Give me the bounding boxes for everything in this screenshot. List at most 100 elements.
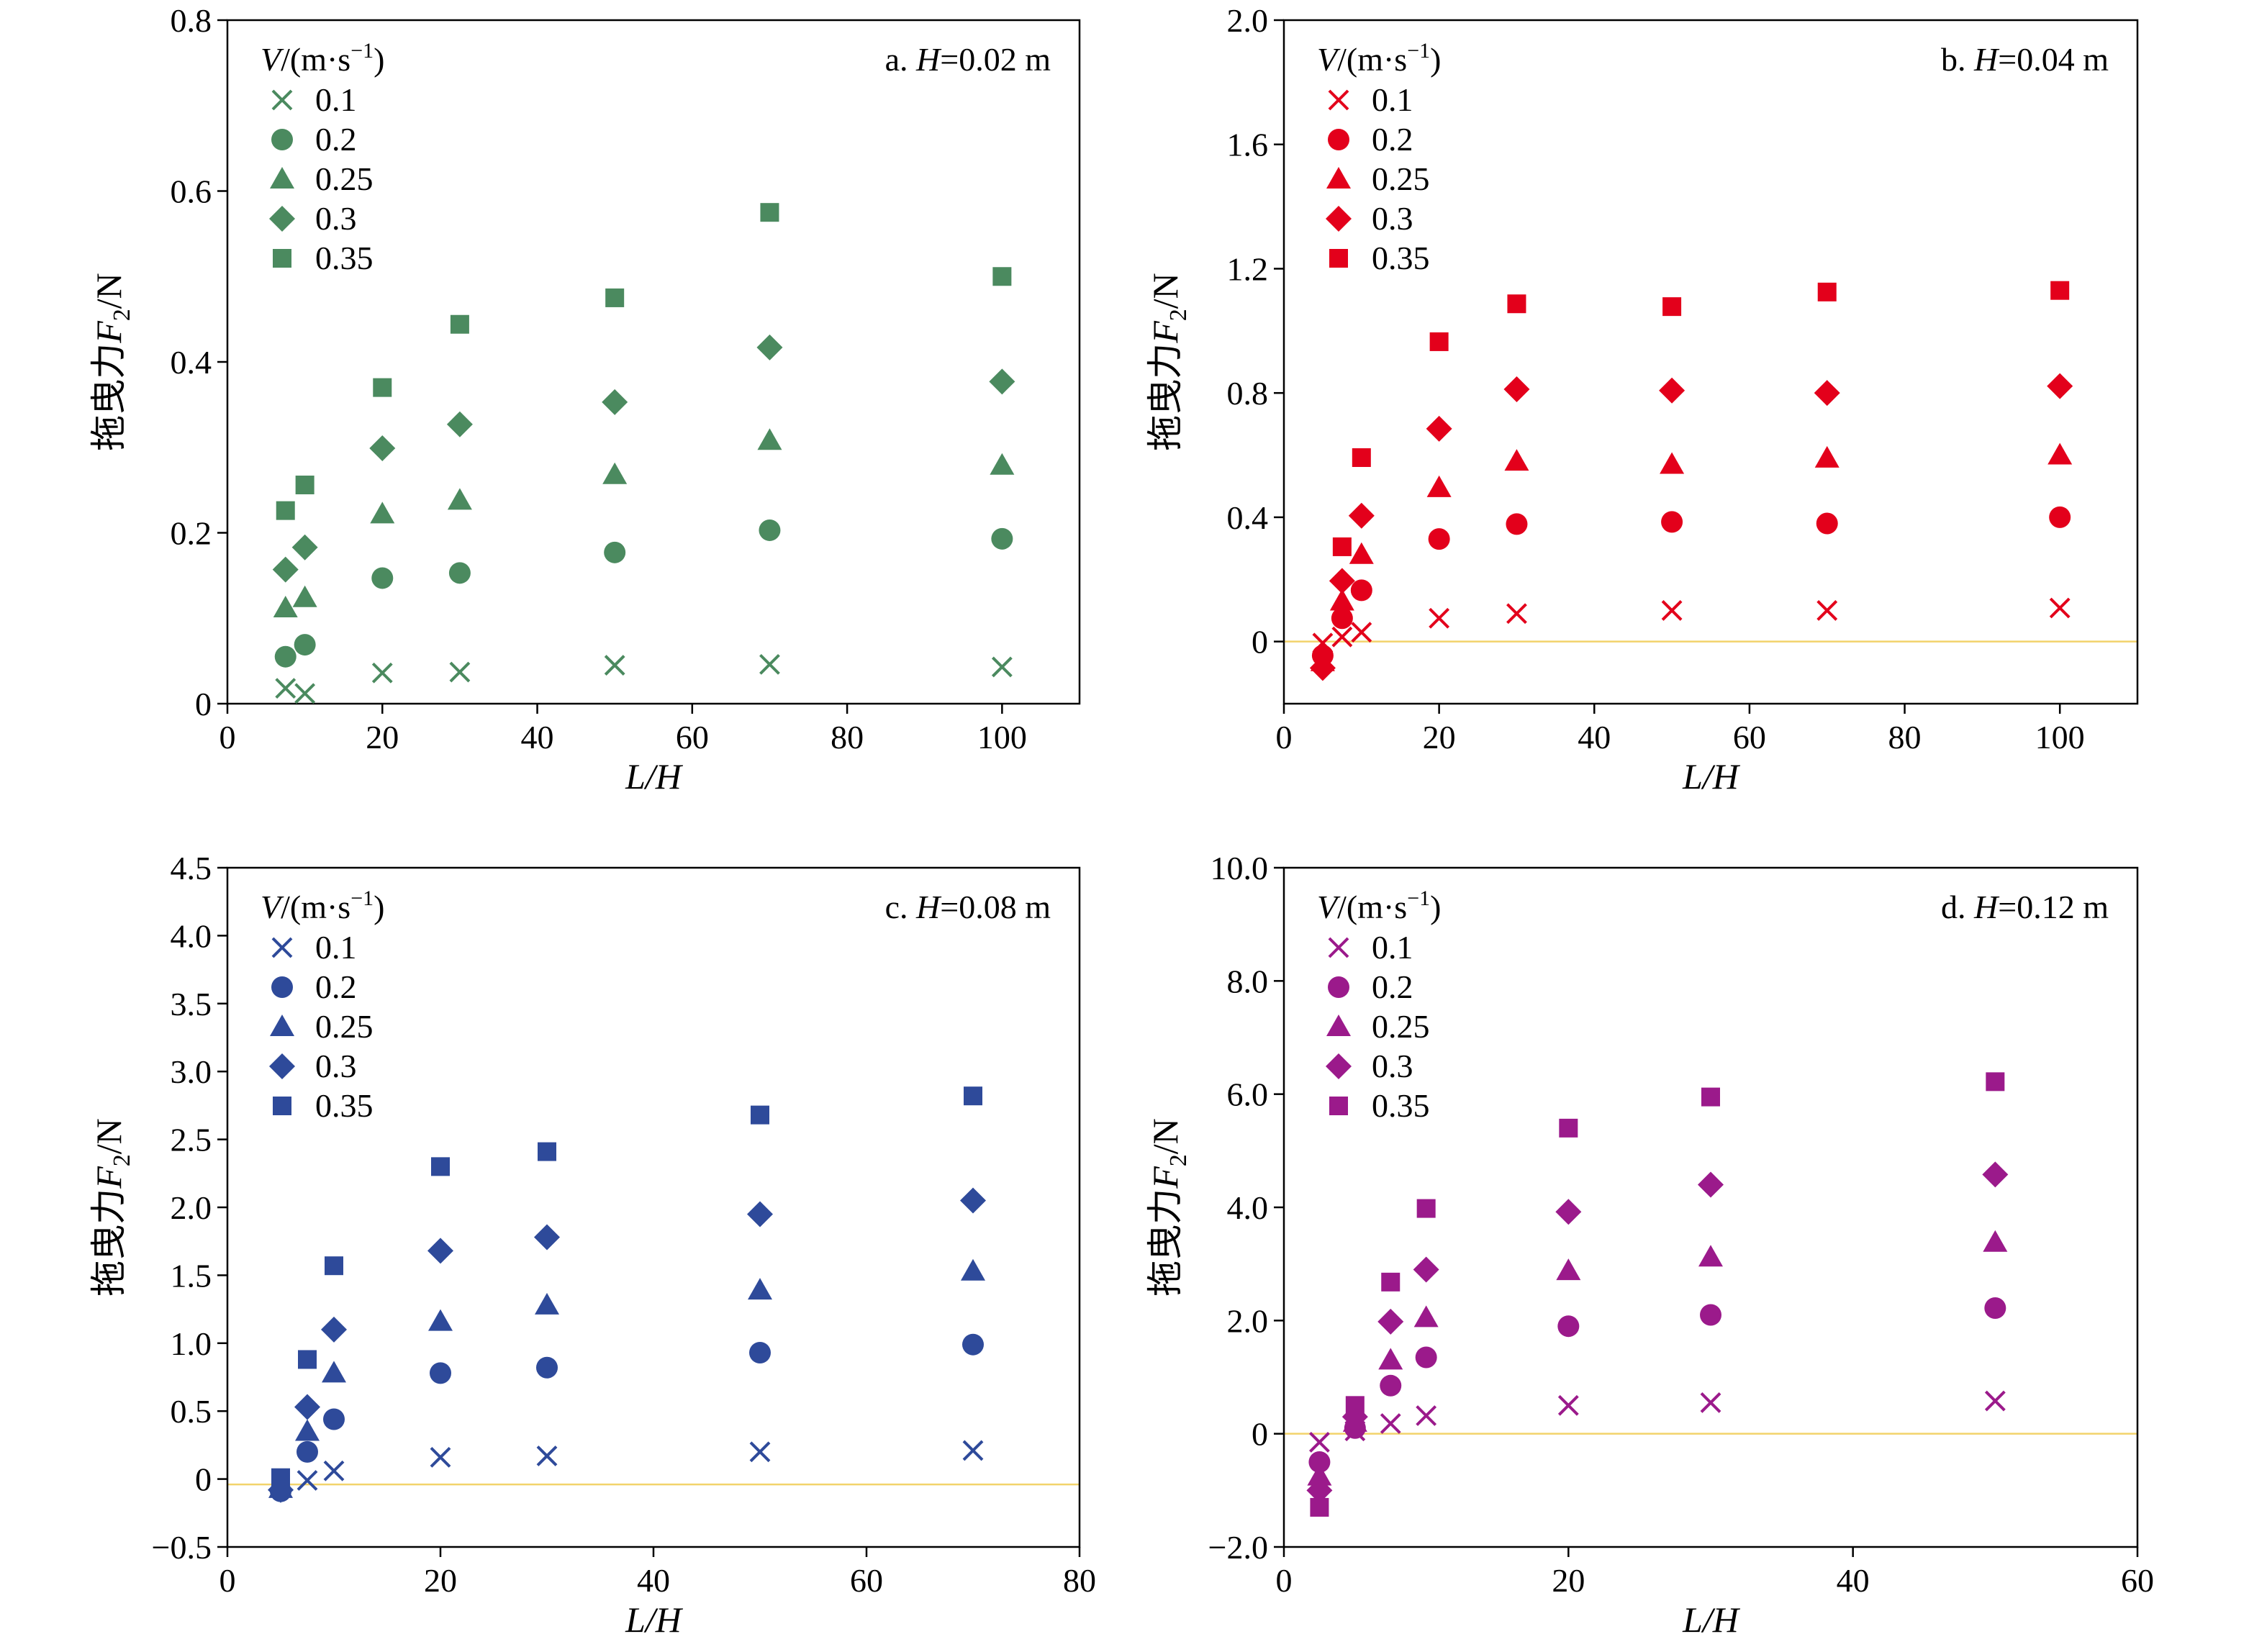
legend-item-0.1: 0.1	[271, 81, 357, 118]
legend-item-0.35: 0.35	[1329, 240, 1430, 276]
y-tick-label: 2.5	[171, 1122, 212, 1158]
data-point	[602, 462, 628, 484]
y-tick-label: −0.5	[152, 1529, 212, 1566]
data-point	[1381, 1272, 1401, 1292]
data-point	[992, 267, 1012, 286]
data-point	[1331, 626, 1353, 648]
series-0.1	[1309, 1390, 2006, 1453]
legend-marker	[1326, 1053, 1352, 1079]
x-axis-title: L/H	[1682, 1599, 1741, 1640]
legend-marker	[273, 249, 291, 268]
data-point	[295, 476, 315, 494]
legend-label: 0.3	[1372, 200, 1413, 237]
legend-marker	[271, 976, 293, 998]
data-point	[2049, 597, 2071, 619]
data-point	[297, 1470, 318, 1491]
x-tick-label: 20	[1423, 719, 1456, 755]
data-point	[1308, 1451, 1331, 1473]
data-point	[1984, 1297, 2006, 1320]
data-point	[1329, 589, 1354, 611]
data-point	[325, 1256, 343, 1276]
data-point	[294, 1394, 320, 1420]
data-point	[964, 1086, 982, 1106]
data-point	[1661, 511, 1683, 533]
data-point	[2049, 506, 2071, 528]
data-point	[1559, 1118, 1578, 1138]
y-tick-label: 8.0	[1227, 963, 1269, 999]
panel-d: 0 20 40 60−2.002.04.06.08.010.0L/H拖曳力F2/Nd.…	[1145, 850, 2154, 1640]
plot-frame	[1282, 19, 2139, 705]
legend-marker	[1326, 206, 1352, 232]
legend-marker	[1328, 937, 1349, 958]
y-tick-label: 0.8	[1227, 375, 1269, 412]
data-point	[1349, 542, 1374, 564]
data-point	[1348, 502, 1375, 529]
data-point	[1506, 603, 1527, 625]
series-0.25	[1307, 1230, 2008, 1486]
data-point	[1984, 1390, 2006, 1412]
data-point	[1507, 294, 1526, 314]
data-point	[292, 585, 317, 607]
legend-marker	[1329, 1097, 1348, 1115]
data-point	[1982, 1161, 2009, 1188]
data-point	[2047, 373, 2073, 399]
legend-label: 0.35	[315, 1087, 374, 1124]
data-point	[431, 1157, 450, 1176]
panel-a: 0 20 40 60 80 100 0 0.2 0.4 0.6 0.8 L/H 拖曳力F2/N a. H=…	[89, 2, 1081, 796]
legend-item-0.1: 0.1	[271, 929, 357, 966]
x-tick-label: 80	[1063, 1562, 1096, 1599]
data-point	[960, 1187, 986, 1214]
legend-title: V/(m·s−1)	[1317, 39, 1441, 78]
y-tick-label: 2.0	[1227, 1302, 1269, 1339]
data-point	[536, 1446, 558, 1466]
y-axis-title: 拖曳力F2/N	[1145, 273, 1192, 451]
x-tick-label: 60	[1733, 719, 1766, 755]
data-point	[1429, 607, 1450, 629]
y-tick-label: 1.6	[1227, 127, 1269, 163]
series-0.35	[1310, 1072, 2005, 1517]
y-tick-label: 1.2	[1227, 250, 1269, 287]
x-tick-label: 0	[220, 719, 236, 755]
series-0.25	[273, 428, 1015, 617]
data-point	[749, 1441, 771, 1463]
legend-marker	[270, 167, 294, 189]
data-point	[961, 1258, 985, 1281]
data-point	[1413, 1256, 1439, 1283]
data-point	[749, 1342, 771, 1364]
y-tick-label: 0.5	[171, 1393, 212, 1430]
data-point	[991, 656, 1013, 678]
legend-marker	[270, 1015, 294, 1036]
data-point	[1350, 579, 1372, 602]
legend-item-0.1: 0.1	[1328, 81, 1413, 118]
series-0.3	[268, 1187, 986, 1503]
data-point	[295, 1419, 320, 1441]
series-0.2	[1311, 506, 2071, 667]
legend-title: V/(m·s−1)	[261, 39, 384, 78]
legend-item-0.35: 0.35	[273, 240, 374, 276]
x-tick-label: 0	[1276, 719, 1293, 755]
series-0.25	[268, 1258, 985, 1498]
data-point	[371, 567, 394, 589]
y-tick-label: 2.0	[1227, 2, 1269, 39]
data-point	[272, 556, 299, 583]
data-point	[1345, 1396, 1365, 1415]
legend-label: 0.25	[1372, 160, 1430, 197]
legend-label: 0.3	[315, 1048, 357, 1084]
data-point	[1557, 1315, 1580, 1338]
data-point	[1986, 1072, 2005, 1092]
panel-label: c. H=0.08 m	[885, 889, 1051, 925]
y-axis-title: 拖曳力F2/N	[89, 273, 135, 451]
x-tick-label: 20	[366, 719, 399, 755]
data-point	[534, 1224, 560, 1251]
data-point	[1351, 622, 1372, 643]
data-point	[1306, 1477, 1333, 1504]
data-point	[1816, 600, 1838, 621]
panel-c: 0 20 40 60 80−0.500.51.01.52.02.53.03.54.04.…	[89, 850, 1096, 1640]
y-tick-label: 0	[195, 686, 212, 722]
data-point	[427, 1238, 453, 1264]
data-point	[1701, 1087, 1720, 1107]
data-point	[275, 678, 297, 699]
data-point	[448, 562, 471, 584]
data-point	[450, 314, 469, 334]
